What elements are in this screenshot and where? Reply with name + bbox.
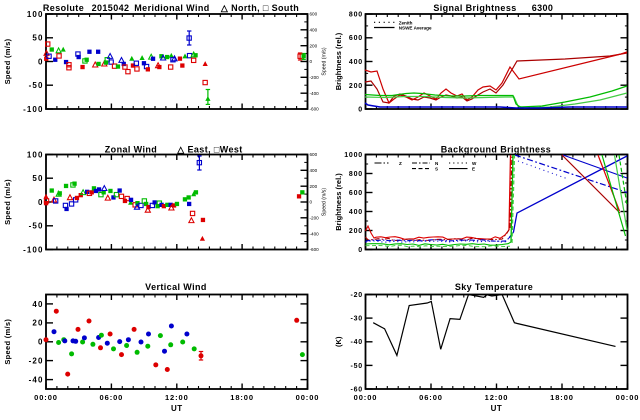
svg-text:600: 600: [310, 12, 318, 17]
svg-text:200: 200: [310, 43, 318, 48]
svg-text:2015042: 2015042: [92, 3, 130, 13]
svg-text:Speed (m/s): Speed (m/s): [3, 38, 12, 84]
svg-text:0: 0: [310, 200, 313, 205]
svg-text:400: 400: [349, 209, 363, 216]
svg-text:50: 50: [32, 174, 43, 183]
svg-text:100: 100: [27, 150, 44, 159]
svg-text:0: 0: [358, 247, 363, 254]
svg-text:-400: -400: [310, 91, 320, 96]
svg-text:Zenith: Zenith: [399, 20, 413, 25]
svg-text:18:00: 18:00: [550, 393, 574, 402]
svg-text:200: 200: [349, 228, 363, 235]
svg-text:-20: -20: [350, 292, 363, 299]
svg-text:200: 200: [349, 83, 363, 90]
svg-text:-20: -20: [29, 356, 44, 365]
svg-text:40: 40: [32, 300, 43, 309]
svg-text:Signal Brightness: Signal Brightness: [433, 3, 516, 13]
svg-text:600: 600: [349, 35, 363, 42]
svg-text:Speed (m/s): Speed (m/s): [322, 188, 328, 217]
svg-text:200: 200: [310, 184, 318, 189]
svg-text:800: 800: [349, 12, 363, 19]
svg-text:-100: -100: [23, 245, 43, 254]
svg-text:-100: -100: [23, 105, 43, 114]
svg-text:-600: -600: [310, 107, 320, 112]
svg-text:Brightness (rel.): Brightness (rel.): [334, 173, 343, 231]
svg-text:12:00: 12:00: [485, 393, 509, 402]
svg-text:600: 600: [310, 152, 318, 157]
svg-text:400: 400: [310, 27, 318, 32]
svg-text:0: 0: [38, 57, 44, 66]
svg-text:Zonal Wind: Zonal Wind: [105, 144, 157, 154]
svg-text:06:00: 06:00: [100, 393, 124, 402]
svg-text:UT: UT: [171, 404, 183, 413]
svg-text:6300: 6300: [532, 3, 554, 13]
svg-text:-40: -40: [29, 375, 44, 384]
svg-text:-50: -50: [29, 81, 44, 90]
svg-text:Speed (m/s): Speed (m/s): [3, 319, 12, 365]
svg-text:0: 0: [358, 107, 363, 114]
svg-text:-200: -200: [310, 75, 320, 80]
svg-text:18:00: 18:00: [230, 393, 254, 402]
svg-text:(K): (K): [334, 336, 343, 347]
svg-text:-50: -50: [29, 222, 44, 231]
svg-text:600: 600: [349, 190, 363, 197]
svg-text:△ North, □ South: △ North, □ South: [220, 3, 299, 13]
svg-text:UT: UT: [491, 404, 503, 413]
svg-text:-200: -200: [310, 215, 320, 220]
svg-text:00:00: 00:00: [296, 393, 320, 402]
svg-text:-40: -40: [350, 339, 363, 346]
svg-text:100: 100: [27, 10, 44, 19]
svg-text:-400: -400: [310, 231, 320, 236]
svg-text:Speed (m/s): Speed (m/s): [3, 179, 12, 225]
svg-text:1000: 1000: [344, 152, 363, 159]
svg-text:0: 0: [310, 59, 313, 64]
svg-text:-30: -30: [350, 316, 363, 323]
svg-text:NSWE Average: NSWE Average: [399, 26, 432, 31]
svg-text:E: E: [472, 167, 475, 172]
svg-text:△ East, □West: △ East, □West: [176, 144, 242, 154]
svg-text:Meridional Wind: Meridional Wind: [134, 3, 209, 13]
svg-text:-600: -600: [310, 247, 320, 252]
svg-text:20: 20: [32, 319, 43, 328]
svg-text:N: N: [435, 161, 439, 166]
svg-text:W: W: [472, 161, 477, 166]
svg-text:Brightness (rel.): Brightness (rel.): [334, 32, 343, 90]
svg-text:-50: -50: [350, 363, 363, 370]
svg-text:06:00: 06:00: [419, 393, 443, 402]
svg-text:-60: -60: [350, 387, 363, 394]
svg-text:400: 400: [349, 59, 363, 66]
svg-text:12:00: 12:00: [165, 393, 189, 402]
svg-text:800: 800: [349, 171, 363, 178]
svg-text:0: 0: [38, 338, 44, 347]
svg-text:Sky Temperature: Sky Temperature: [455, 282, 533, 292]
svg-text:00:00: 00:00: [34, 393, 58, 402]
svg-text:Vertical Wind: Vertical Wind: [145, 282, 207, 292]
svg-text:Z: Z: [399, 161, 402, 166]
svg-text:400: 400: [310, 168, 318, 173]
svg-text:Resolute: Resolute: [43, 3, 84, 13]
svg-text:00:00: 00:00: [354, 393, 378, 402]
svg-text:50: 50: [32, 34, 43, 43]
svg-text:Speed (m/s): Speed (m/s): [322, 47, 328, 76]
svg-text:00:00: 00:00: [616, 393, 640, 402]
svg-text:S: S: [435, 167, 438, 172]
svg-text:Background Brightness: Background Brightness: [441, 144, 551, 154]
svg-text:0: 0: [38, 198, 44, 207]
